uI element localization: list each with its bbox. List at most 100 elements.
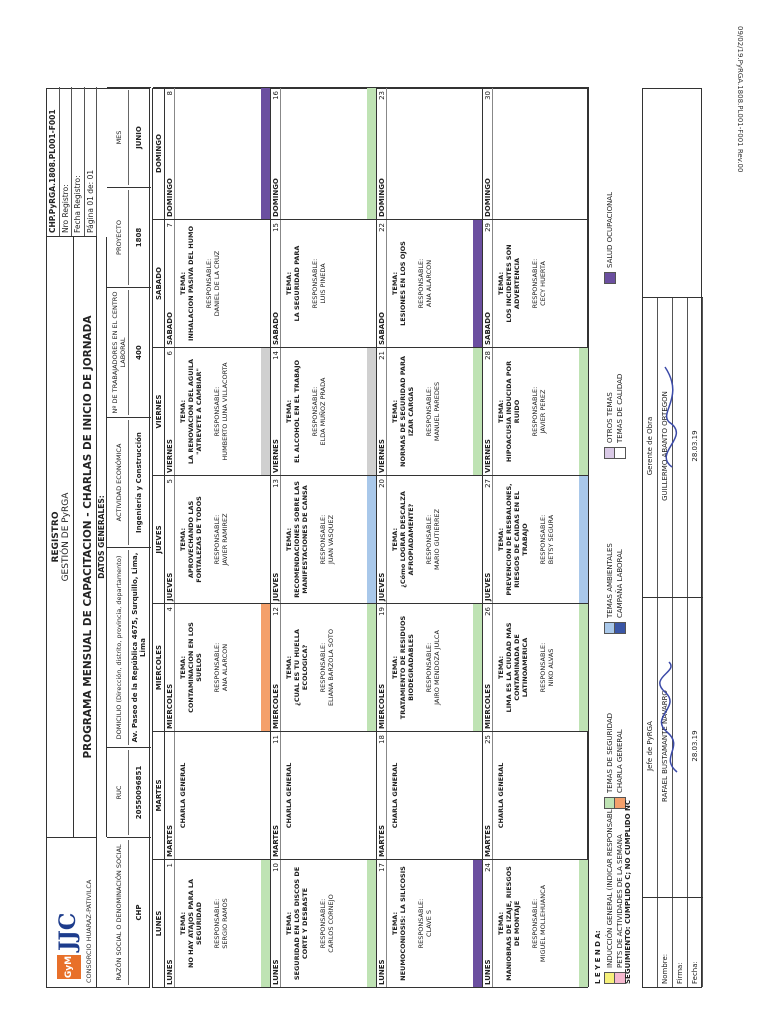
cell-responsible: CLAVE S (425, 909, 433, 938)
cell-responsible-label: RESPONSABLE: (425, 514, 433, 565)
cell-responsible-label: RESPONSABLE: (417, 258, 425, 309)
calendar-grid: LUNES MARTES MIERCOLES JUEVES VIERNES SABADO D… (152, 87, 589, 988)
cell-topic-label: TEMA: (391, 271, 399, 296)
cell-day-number: 20 (378, 479, 386, 488)
company-logo: GyM JJC CONSORCIO HUARAZ-PATIVILCA (47, 837, 97, 987)
calendar-cell: MIERCOLES 19 TEMA: TRATAMIENTO DE RESIDUOS … (377, 603, 483, 731)
cell-responsible: JAIRO MENDOZA JULCA (433, 630, 441, 705)
cell-topic: LESIONES EN LOS OJOS (399, 241, 407, 326)
legend-item: TEMAS DE CALIDAD (614, 374, 626, 459)
cell-header: JUEVES 13 (271, 476, 281, 603)
cell-topic: CHARLA GENERAL (179, 762, 187, 829)
cell-day-number: 30 (484, 91, 492, 100)
cell-header: SABADO 29 (483, 220, 493, 347)
cell-day-number: 19 (378, 607, 386, 616)
cell-day-number: 17 (378, 863, 386, 872)
cell-responsible: BETSY SEGURA (547, 514, 555, 565)
cell-responsible-label: RESPONSABLE: (425, 386, 433, 437)
cell-header: LUNES 10 (271, 860, 281, 987)
signature-block: Nombre: Firma: Fecha: Jefe de PyRGA RAFA… (642, 88, 703, 988)
cell-category-band (261, 604, 270, 731)
cell-topic: CHARLA GENERAL (497, 762, 505, 829)
calendar-cell: VIERNES 14 TEMA: EL ALCOHOL EN EL TRABAJO RE… (271, 347, 377, 475)
general-info-row: RAZÓN SOCIAL O DENOMINACIÓN SOCIAL CHP RUC… (107, 87, 151, 987)
cell-day-name: JUEVES (166, 572, 174, 601)
cell-header: MARTES (165, 732, 175, 859)
cell-topic: INHALACION PASIVA DEL HUMO (187, 225, 195, 342)
day-header-jueves: JUEVES (153, 475, 165, 603)
jjc-logo-text: JJC (55, 912, 81, 951)
cell-day-name: MARTES (484, 824, 492, 857)
general-field-label: RAZÓN SOCIAL O DENOMINACIÓN SOCIAL (109, 840, 129, 985)
general-field-value: JUNIO (135, 126, 143, 149)
cell-day-number: 10 (272, 863, 280, 872)
code-box: CHP.PyRGA.1808.PL001-F001 Nro Registro: … (47, 87, 97, 237)
cell-responsible: MIGUEL MOLLEHUANCA (539, 884, 547, 963)
cell-content: TEMA: HIPOACUSIA INDUCIDA POR RUIDO RESPON… (497, 351, 547, 472)
cell-day-number: 28 (484, 351, 492, 360)
legend-swatch (614, 622, 626, 634)
signature-right: Gerente de Obra GUILLERMO ABANTO ORTEGON… (643, 297, 703, 597)
cell-topic: HIPOACUSIA INDUCIDA POR RUIDO (505, 360, 521, 463)
calendar-cell: JUEVES 5 TEMA: APROVECHANDO LAS FORTALEZAS … (165, 475, 271, 603)
nro-registro: Nro Registro: (59, 87, 72, 236)
legend-item: CAMPAÑA LABORAL (614, 549, 626, 634)
cell-topic: NEUMOCONIOSIS: LA SILICOSIS (399, 866, 407, 981)
cell-day-number: 29 (484, 223, 492, 232)
calendar-cell: VIERNES 28 TEMA: HIPOACUSIA INDUCIDA POR RU… (483, 347, 589, 475)
form-header: GyM JJC CONSORCIO HUARAZ-PATIVILCA REGIS… (46, 87, 151, 988)
general-field-value: Ingeniería y Construcción (135, 432, 143, 533)
cell-day-number: 25 (484, 735, 492, 744)
cell-header: SABADO 7 (165, 220, 175, 347)
cell-topic-label: TEMA: (497, 399, 505, 424)
cell-content: TEMA: MANIOBRAS DE IZAJE, RIESGOS DE MONT… (497, 863, 547, 984)
cell-topic: LIMA ES LA CIUDAD MAS CONTAMINADA DE LAT… (505, 622, 529, 713)
right-signature-line (664, 298, 688, 597)
cell-header: MIERCOLES 19 (377, 604, 387, 731)
cell-topic: APROVECHANDO LAS FORTALEZAS DE TODOS (187, 496, 203, 583)
cell-responsible-label: RESPONSABLE: (417, 898, 425, 949)
cell-day-number: 23 (378, 91, 386, 100)
cell-day-number: 4 (166, 607, 174, 612)
legend-label: CAMPAÑA LABORAL (616, 549, 624, 618)
cell-day-number: 22 (378, 223, 386, 232)
cell-content: TEMA: APROVECHANDO LAS FORTALEZAS DE TODO… (179, 479, 229, 600)
cell-topic-label: TEMA: (285, 271, 293, 296)
calendar-cell: DOMINGO 23 (377, 87, 483, 219)
cell-day-name: DOMINGO (484, 178, 492, 217)
cell-responsible: JAVIER RAMIREZ (221, 513, 229, 566)
calendar-cell: MARTES 18 CHARLA GENERAL (377, 731, 483, 859)
right-date: 28.03.19 (688, 298, 703, 597)
cell-content (179, 91, 189, 216)
calendar-cell: DOMINGO 16 (271, 87, 377, 219)
page-number: Página 01 de: 01 (84, 87, 97, 236)
cell-header: MIERCOLES 26 (483, 604, 493, 731)
cell-content: TEMA: INHALACION PASIVA DEL HUMO RESPONSAB… (179, 223, 221, 344)
calendar-cell: JUEVES 13 TEMA: RECOMENDACIONES SOBRE LAS M… (271, 475, 377, 603)
cell-responsible: LUIS PINEDA (319, 263, 327, 304)
general-field-0: RAZÓN SOCIAL O DENOMINACIÓN SOCIAL CHP (107, 837, 151, 987)
calendar-cell: LUNES 10 TEMA: SEGURIDAD EN LOS DISCOS DE C… (271, 859, 377, 987)
cell-topic: NO HAY ATAJOS PARA LA SEGURIDAD (187, 878, 203, 969)
cell-content (391, 91, 401, 216)
general-field-value: 20550096851 (135, 765, 143, 820)
cell-content: TEMA: CONTAMINACION EN LOS SUELOS RESPONSA… (179, 607, 229, 728)
followup-note: SEGUIMIENTO: CUMPLIDO C; NO CUMPLIDO NC (624, 799, 632, 984)
cell-category-band (261, 348, 270, 475)
cell-responsible: ANA ALARCON (221, 643, 229, 692)
cell-category-band (367, 476, 376, 603)
cell-day-name: LUNES (272, 959, 280, 985)
cell-day-number: 15 (272, 223, 280, 232)
legend-label: SALUD OCUPACIONAL (606, 192, 614, 268)
cell-responsible-label: RESPONSABLE: (425, 642, 433, 693)
cell-topic-label: TEMA: (391, 527, 399, 552)
cell-header: MIERCOLES 12 (271, 604, 281, 731)
cell-day-name: MARTES (272, 824, 280, 857)
left-date: 28.03.19 (688, 598, 703, 897)
calendar-cell: JUEVES 20 TEMA: ¿Cómo LOGRAR DESCALZA AFROP… (377, 475, 483, 603)
left-handwritten-signature (659, 661, 678, 773)
cell-topic-label: TEMA: (285, 655, 293, 680)
cell-content: TEMA: EL ALCOHOL EN EL TRABAJO RESPONSABLE… (285, 351, 327, 472)
calendar-cell: SABADO 29 TEMA: LOS INCIDENTES SON ADVERTEN… (483, 219, 589, 347)
cell-day-name: MIERCOLES (378, 683, 386, 729)
